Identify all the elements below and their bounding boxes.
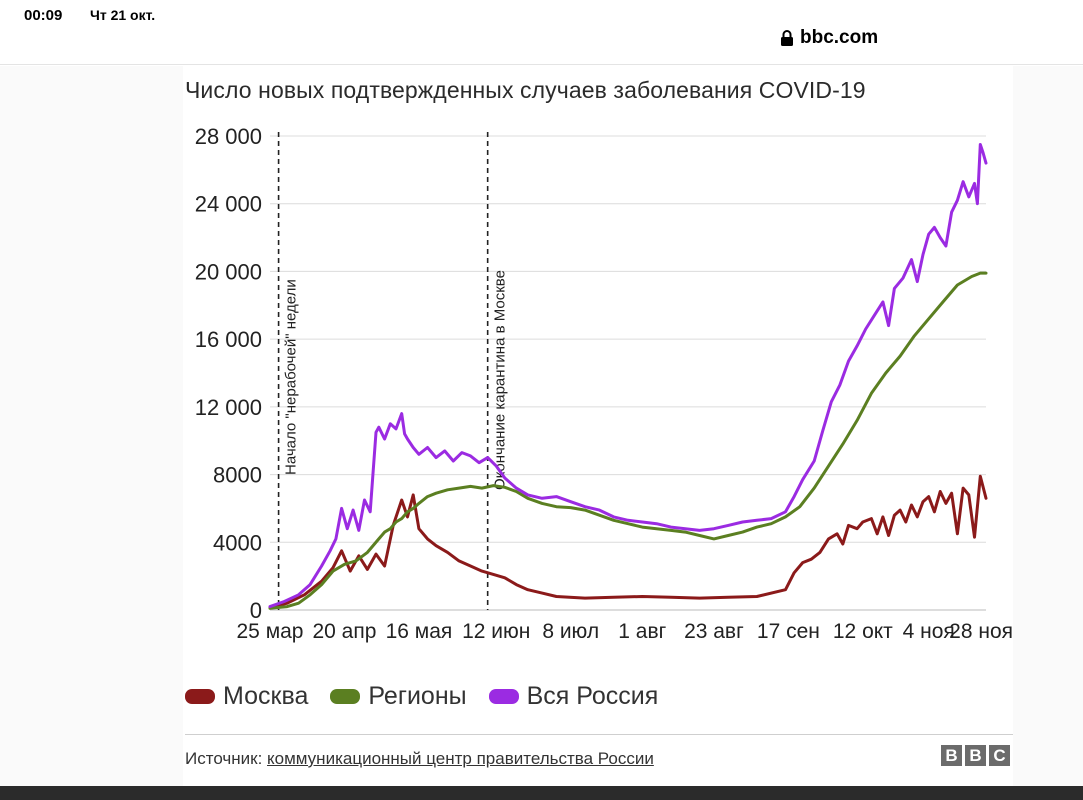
y-tick-label: 8000	[213, 463, 262, 488]
series-line	[268, 143, 988, 609]
x-tick-label: 23 авг	[684, 620, 744, 643]
y-tick-label: 0	[250, 598, 262, 623]
legend-label-russia: Вся Россия	[526, 682, 659, 710]
address-bar[interactable]: bbc.com	[780, 27, 878, 49]
series-line	[268, 271, 988, 610]
x-tick-label: 4 ноя	[903, 620, 955, 643]
y-tick-label: 28 000	[195, 124, 262, 149]
source-link[interactable]: коммуникационный центр правительства Рос…	[267, 749, 654, 768]
legend-label-moscow: Москва	[223, 682, 309, 710]
legend-item-moscow: Москва	[185, 682, 308, 711]
lock-icon	[781, 30, 793, 46]
x-tick-label: 17 сен	[757, 620, 820, 643]
y-axis: 0 4000 8000 12 000 16 000 20 000 24 000 28 000	[195, 124, 262, 623]
url-text: bbc.com	[800, 27, 879, 48]
bbc-logo-letter: B	[965, 745, 986, 766]
legend-swatch-regions	[330, 689, 361, 704]
legend: Москва Регионы Вся Россия	[185, 682, 658, 711]
chart-title: Число новых подтвержденных случаев забол…	[185, 77, 866, 103]
source-line: Источник: коммуникационный центр правите…	[185, 749, 654, 769]
footer-divider	[185, 734, 1013, 735]
source-label: Источник:	[185, 749, 263, 768]
legend-item-regions: Регионы	[330, 682, 467, 711]
x-tick-label: 16 мая	[386, 620, 453, 643]
y-tick-label: 4000	[213, 530, 262, 555]
bottom-bar	[0, 786, 1083, 800]
bbc-logo: B B C	[941, 745, 1010, 766]
annotations: Начало "нерабочей" недели Окончание каран…	[277, 132, 509, 610]
x-axis: 25 мар 20 апр 16 мая 12 июн 8 июл 1 авг 23 авг…	[237, 620, 1014, 643]
top-divider	[0, 64, 1083, 65]
bbc-logo-letter: B	[941, 745, 962, 766]
y-tick-label: 24 000	[195, 192, 262, 217]
annotation-label: Окончание карантина в Москве	[492, 270, 509, 490]
y-tick-label: 16 000	[195, 327, 262, 352]
legend-swatch-moscow	[185, 689, 215, 704]
right-margin	[1013, 66, 1083, 786]
status-bar: 00:09 Чт 21 окт.	[0, 0, 1083, 30]
chart-card	[183, 66, 1013, 734]
x-tick-label: 12 июн	[462, 620, 530, 643]
legend-label-regions: Регионы	[368, 682, 467, 710]
left-margin	[0, 66, 183, 786]
chart: Начало "нерабочей" недели Окончание каран…	[195, 124, 1014, 643]
x-tick-label: 25 мар	[237, 620, 304, 643]
x-tick-label: 8 июл	[542, 620, 599, 643]
x-tick-label: 20 апр	[312, 620, 376, 643]
y-tick-label: 12 000	[195, 395, 262, 420]
series-lines	[268, 143, 988, 610]
y-tick-label: 20 000	[195, 259, 262, 284]
legend-item-russia: Вся Россия	[488, 682, 659, 711]
legend-swatch-russia	[488, 689, 519, 704]
status-time: 00:09	[24, 7, 63, 24]
x-tick-label: 12 окт	[833, 620, 893, 643]
annotation-label: Начало "нерабочей" недели	[283, 279, 300, 475]
x-tick-label: 1 авг	[618, 620, 666, 643]
status-date: Чт 21 окт.	[90, 7, 156, 23]
x-tick-label: 28 ноя	[949, 620, 1013, 643]
bbc-logo-letter: C	[989, 745, 1010, 766]
